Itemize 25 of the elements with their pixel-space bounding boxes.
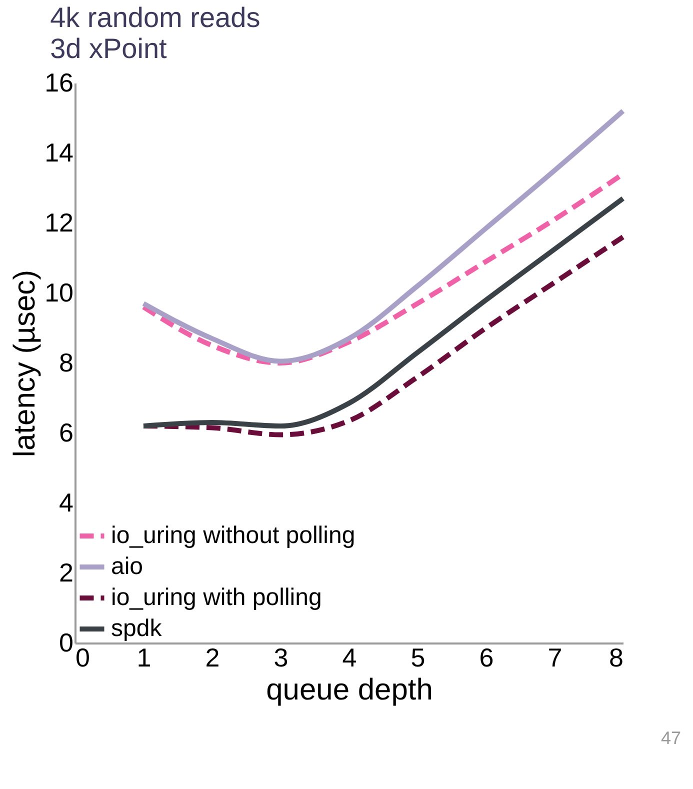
y-tick-label: 2 <box>59 558 74 588</box>
text: 47 <box>660 728 681 749</box>
x-tick-label: 1 <box>136 642 152 672</box>
y-axis-title: latency (µsec) <box>8 270 42 458</box>
x-tick-label: 8 <box>609 642 624 672</box>
legend-label: io_uring with polling <box>111 584 322 611</box>
y-tick-label: 16 <box>44 68 74 98</box>
x-tick-label: 3 <box>274 642 288 672</box>
legend-label: aio <box>111 553 144 580</box>
y-tick-label: 12 <box>44 208 74 238</box>
chart-subtitle: 3d xPoint <box>50 33 168 64</box>
chart-title: 4k random reads <box>50 2 260 33</box>
x-tick-label: 4 <box>342 642 357 672</box>
x-axis-title: queue depth <box>266 674 433 706</box>
legend-label: io_uring without polling <box>111 522 356 549</box>
y-tick-label: 14 <box>44 138 74 168</box>
x-tick-label: 5 <box>410 642 426 672</box>
x-tick-label: 7 <box>548 642 562 672</box>
y-tick-label: 6 <box>59 418 74 448</box>
y-tick-label: 4 <box>59 488 74 518</box>
x-tick-label: 2 <box>205 642 220 672</box>
y-tick-label: 10 <box>44 278 74 308</box>
legend-label: spdk <box>111 615 163 642</box>
x-tick-label: 6 <box>479 642 494 672</box>
y-tick-label: 8 <box>59 348 74 378</box>
